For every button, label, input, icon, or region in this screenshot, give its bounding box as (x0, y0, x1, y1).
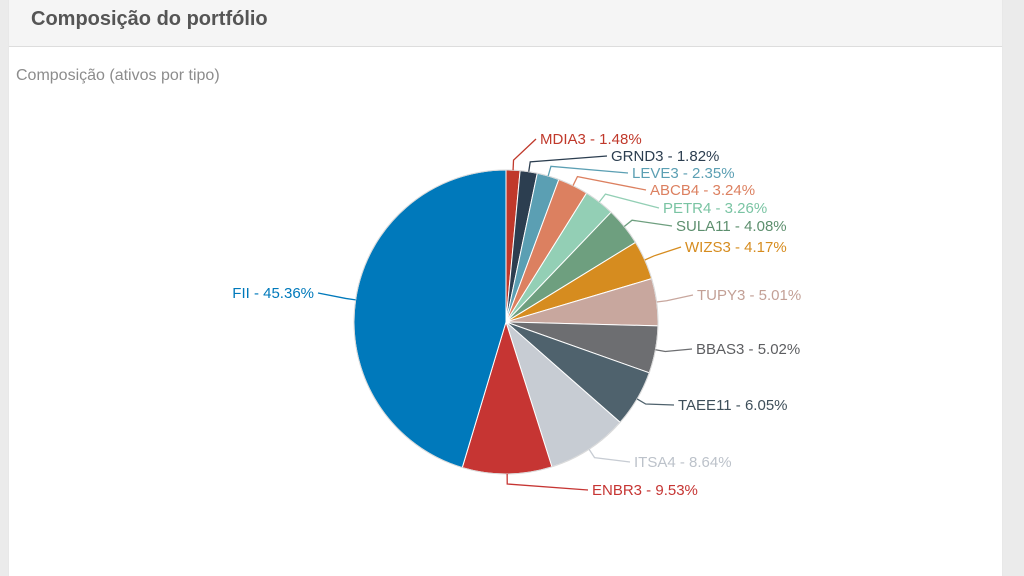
pie-leader-lines (317, 138, 694, 491)
portfolio-panel: Composição do portfólio Composição (ativ… (9, 0, 1002, 576)
leader-line-enbr3 (506, 473, 589, 491)
pie-label-grnd3: GRND3 - 1.82% (611, 148, 719, 165)
pie-label-bbas3: BBAS3 - 5.02% (696, 341, 800, 358)
leader-line-itsa4 (588, 448, 631, 463)
leader-line-leve3 (547, 165, 629, 177)
leader-line-grnd3 (528, 155, 608, 172)
leader-line-wizs3 (644, 246, 682, 261)
leader-line-mdia3 (512, 138, 537, 171)
pie-labels: MDIA3 - 1.48%GRND3 - 1.82%LEVE3 - 2.35%A… (232, 131, 801, 499)
leader-line-tupy3 (656, 294, 694, 303)
leader-line-abcb4 (572, 175, 647, 191)
leader-line-taee11 (636, 398, 675, 406)
pie-label-leve3: LEVE3 - 2.35% (632, 165, 735, 182)
pie-label-enbr3: ENBR3 - 9.53% (592, 482, 698, 499)
pie-label-taee11: TAEE11 - 6.05% (678, 397, 788, 414)
leader-line-petr4 (598, 193, 660, 209)
pie-outline (353, 169, 659, 475)
pie-label-sula11: SULA11 - 4.08% (676, 218, 787, 235)
pie-label-tupy3: TUPY3 - 5.01% (697, 287, 801, 304)
leader-line-fii (317, 292, 356, 301)
panel-header: Composição do portfólio (9, 0, 1002, 47)
chart-title: Composição (ativos por tipo) (16, 67, 220, 84)
pie-label-itsa4: ITSA4 - 8.64% (634, 454, 732, 471)
pie-label-mdia3: MDIA3 - 1.48% (540, 131, 642, 148)
pie-slices (353, 169, 659, 475)
leader-line-sula11 (623, 219, 673, 228)
panel-title: Composição do portfólio (31, 8, 268, 30)
pie-label-fii: FII - 45.36% (232, 285, 314, 302)
pie-label-wizs3: WIZS3 - 4.17% (685, 239, 787, 256)
pie-label-abcb4: ABCB4 - 3.24% (650, 182, 755, 199)
pie-label-petr4: PETR4 - 3.26% (663, 200, 767, 217)
leader-line-bbas3 (655, 348, 693, 353)
